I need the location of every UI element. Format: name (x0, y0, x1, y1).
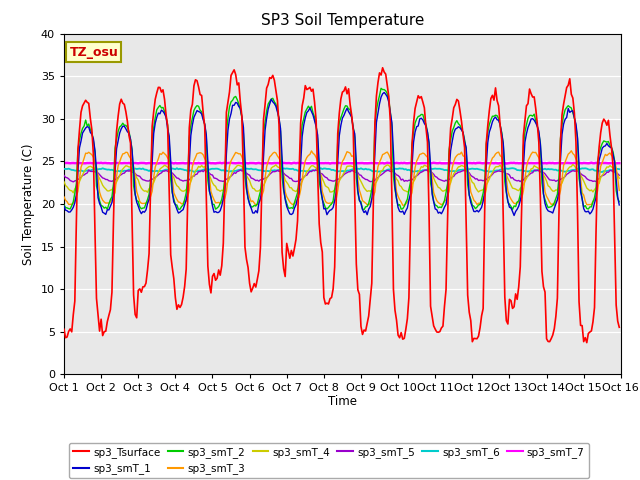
Legend: sp3_Tsurface, sp3_smT_1, sp3_smT_2, sp3_smT_3, sp3_smT_4, sp3_smT_5, sp3_smT_6, : sp3_Tsurface, sp3_smT_1, sp3_smT_2, sp3_… (69, 443, 589, 478)
Y-axis label: Soil Temperature (C): Soil Temperature (C) (22, 143, 35, 265)
Title: SP3 Soil Temperature: SP3 Soil Temperature (260, 13, 424, 28)
X-axis label: Time: Time (328, 395, 357, 408)
Text: TZ_osu: TZ_osu (70, 46, 118, 59)
